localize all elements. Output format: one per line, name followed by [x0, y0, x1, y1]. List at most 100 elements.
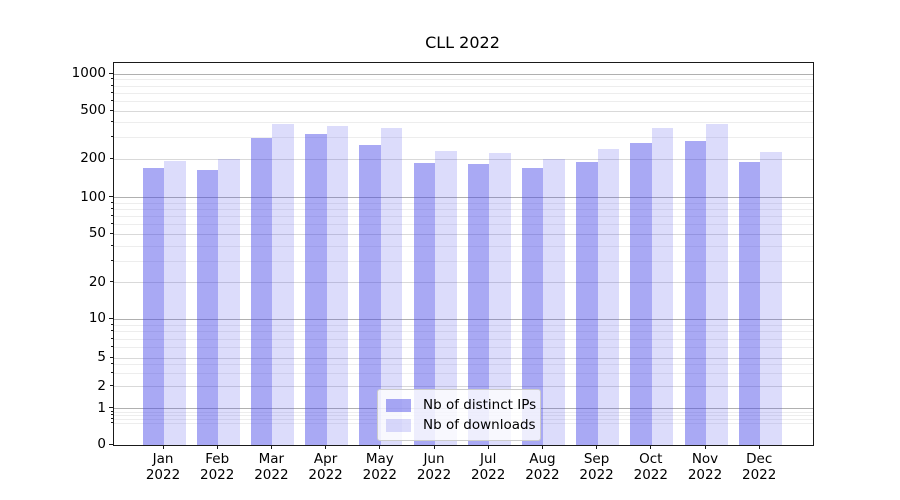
chart-title: CLL 2022 [425, 33, 500, 52]
x-tick-mark [758, 445, 760, 449]
y-tick-mark-minor [110, 414, 113, 416]
bar-downloads-dec [760, 152, 782, 445]
y-tick-mark-minor [110, 223, 113, 225]
x-tick-year: 2022 [633, 467, 668, 483]
downloads-swatch [386, 418, 411, 432]
distinct-ips-swatch [386, 398, 411, 412]
x-tick-year: 2022 [579, 467, 614, 483]
x-tick-year: 2022 [362, 467, 397, 483]
x-tick-mark [270, 445, 272, 449]
bar-downloads-oct [651, 128, 674, 445]
legend-item-distinct-ips: Nb of distinct IPs [386, 395, 536, 415]
x-tick-mark [433, 445, 435, 449]
legend-label: Nb of distinct IPs [423, 397, 537, 413]
bar-downloads-apr [326, 125, 349, 445]
x-tick-mark [650, 445, 652, 449]
bar-distinct-ips-jan [142, 168, 164, 445]
bar-distinct-ips-may [359, 145, 381, 445]
gridline-minor [114, 224, 813, 226]
y-tick-mark [109, 157, 113, 159]
legend-item-downloads: Nb of downloads [386, 415, 536, 435]
x-tick-year: 2022 [145, 467, 181, 483]
plot-area [113, 62, 814, 446]
x-tick-year: 2022 [308, 467, 343, 483]
x-tick-mark [487, 445, 489, 449]
x-tick-year: 2022 [416, 467, 452, 483]
x-tick-month: Feb [205, 451, 230, 467]
gridline-major [114, 197, 813, 199]
x-tick-label-jun: Jun 2022 [402, 451, 466, 483]
gridline-minor [114, 324, 813, 326]
y-tick-mark [109, 109, 113, 111]
y-tick-mark [109, 281, 113, 283]
gridline-minor [114, 79, 813, 81]
y-tick-mark [109, 317, 113, 319]
x-tick-year: 2022 [471, 467, 506, 483]
gridline-minor [114, 92, 813, 94]
gridline-minor [114, 85, 813, 87]
y-tick-mark [109, 407, 113, 409]
bar-downloads-may [380, 128, 403, 445]
y-tick-mark-minor [110, 84, 113, 86]
y-tick-mark-minor [110, 121, 113, 123]
y-tick-label-1000: 1000 [71, 65, 106, 82]
y-tick-mark-minor [110, 201, 113, 203]
x-tick-month: Jan [152, 451, 174, 467]
legend: Nb of distinct IPs Nb of downloads [377, 389, 541, 441]
x-tick-label-sep: Sep 2022 [565, 451, 629, 483]
y-tick-mark [109, 232, 113, 234]
gridline-mid [114, 386, 813, 387]
y-tick-label-1: 1 [97, 399, 106, 416]
y-tick-label-2: 2 [97, 377, 106, 394]
y-tick-mark-minor [110, 78, 113, 80]
bar-downloads-nov [706, 124, 728, 445]
x-tick-month: Dec [746, 451, 773, 467]
bar-distinct-ips-jun [413, 162, 435, 445]
bar-distinct-ips-oct [630, 143, 652, 445]
gridline-minor [114, 202, 813, 204]
x-tick-month: Jun [423, 451, 445, 467]
gridline-minor [114, 338, 813, 340]
x-tick-month: Jul [480, 451, 497, 467]
gridline-minor [114, 245, 813, 247]
bar-distinct-ips-aug [521, 167, 544, 445]
legend-label: Nb of downloads [423, 417, 536, 433]
y-tick-mark-minor [110, 323, 113, 325]
y-tick-mark [109, 356, 113, 358]
bar-downloads-mar [272, 123, 294, 445]
gridline-major [114, 318, 813, 320]
x-tick-year: 2022 [742, 467, 777, 483]
y-tick-label-10: 10 [88, 310, 106, 327]
y-tick-label-0: 0 [97, 436, 106, 452]
y-tick-label-50: 50 [88, 225, 106, 242]
x-tick-label-nov: Nov 2022 [673, 451, 737, 483]
x-tick-label-mar: Mar 2022 [239, 451, 303, 483]
gridline-minor [114, 331, 813, 333]
x-tick-mark [596, 445, 598, 449]
gridline-minor [114, 122, 813, 124]
gridline-minor [114, 373, 813, 375]
y-tick-mark-minor [110, 207, 113, 209]
bar-downloads-feb [218, 159, 240, 445]
gridline-minor [114, 137, 813, 139]
gridline-minor [114, 216, 813, 218]
bar-distinct-ips-nov [684, 141, 706, 445]
x-tick-month: Mar [258, 451, 285, 467]
bar-downloads-jan [164, 160, 186, 445]
x-tick-year: 2022 [254, 467, 289, 483]
y-tick-label-20: 20 [88, 273, 106, 290]
y-tick-mark [109, 72, 113, 74]
bar-distinct-ips-dec [738, 162, 761, 445]
gridline-mid [114, 357, 813, 359]
y-tick-mark-minor [110, 259, 113, 261]
gridline-major [114, 73, 813, 75]
x-tick-month: Oct [639, 451, 663, 467]
y-tick-mark-minor [110, 363, 113, 365]
bar-distinct-ips-sep [576, 161, 598, 445]
gridline-minor [114, 260, 813, 262]
gridline-mid [114, 110, 813, 112]
y-tick-mark-minor [110, 99, 113, 101]
x-tick-label-may: May 2022 [348, 451, 412, 483]
bar-downloads-jun [435, 151, 457, 445]
